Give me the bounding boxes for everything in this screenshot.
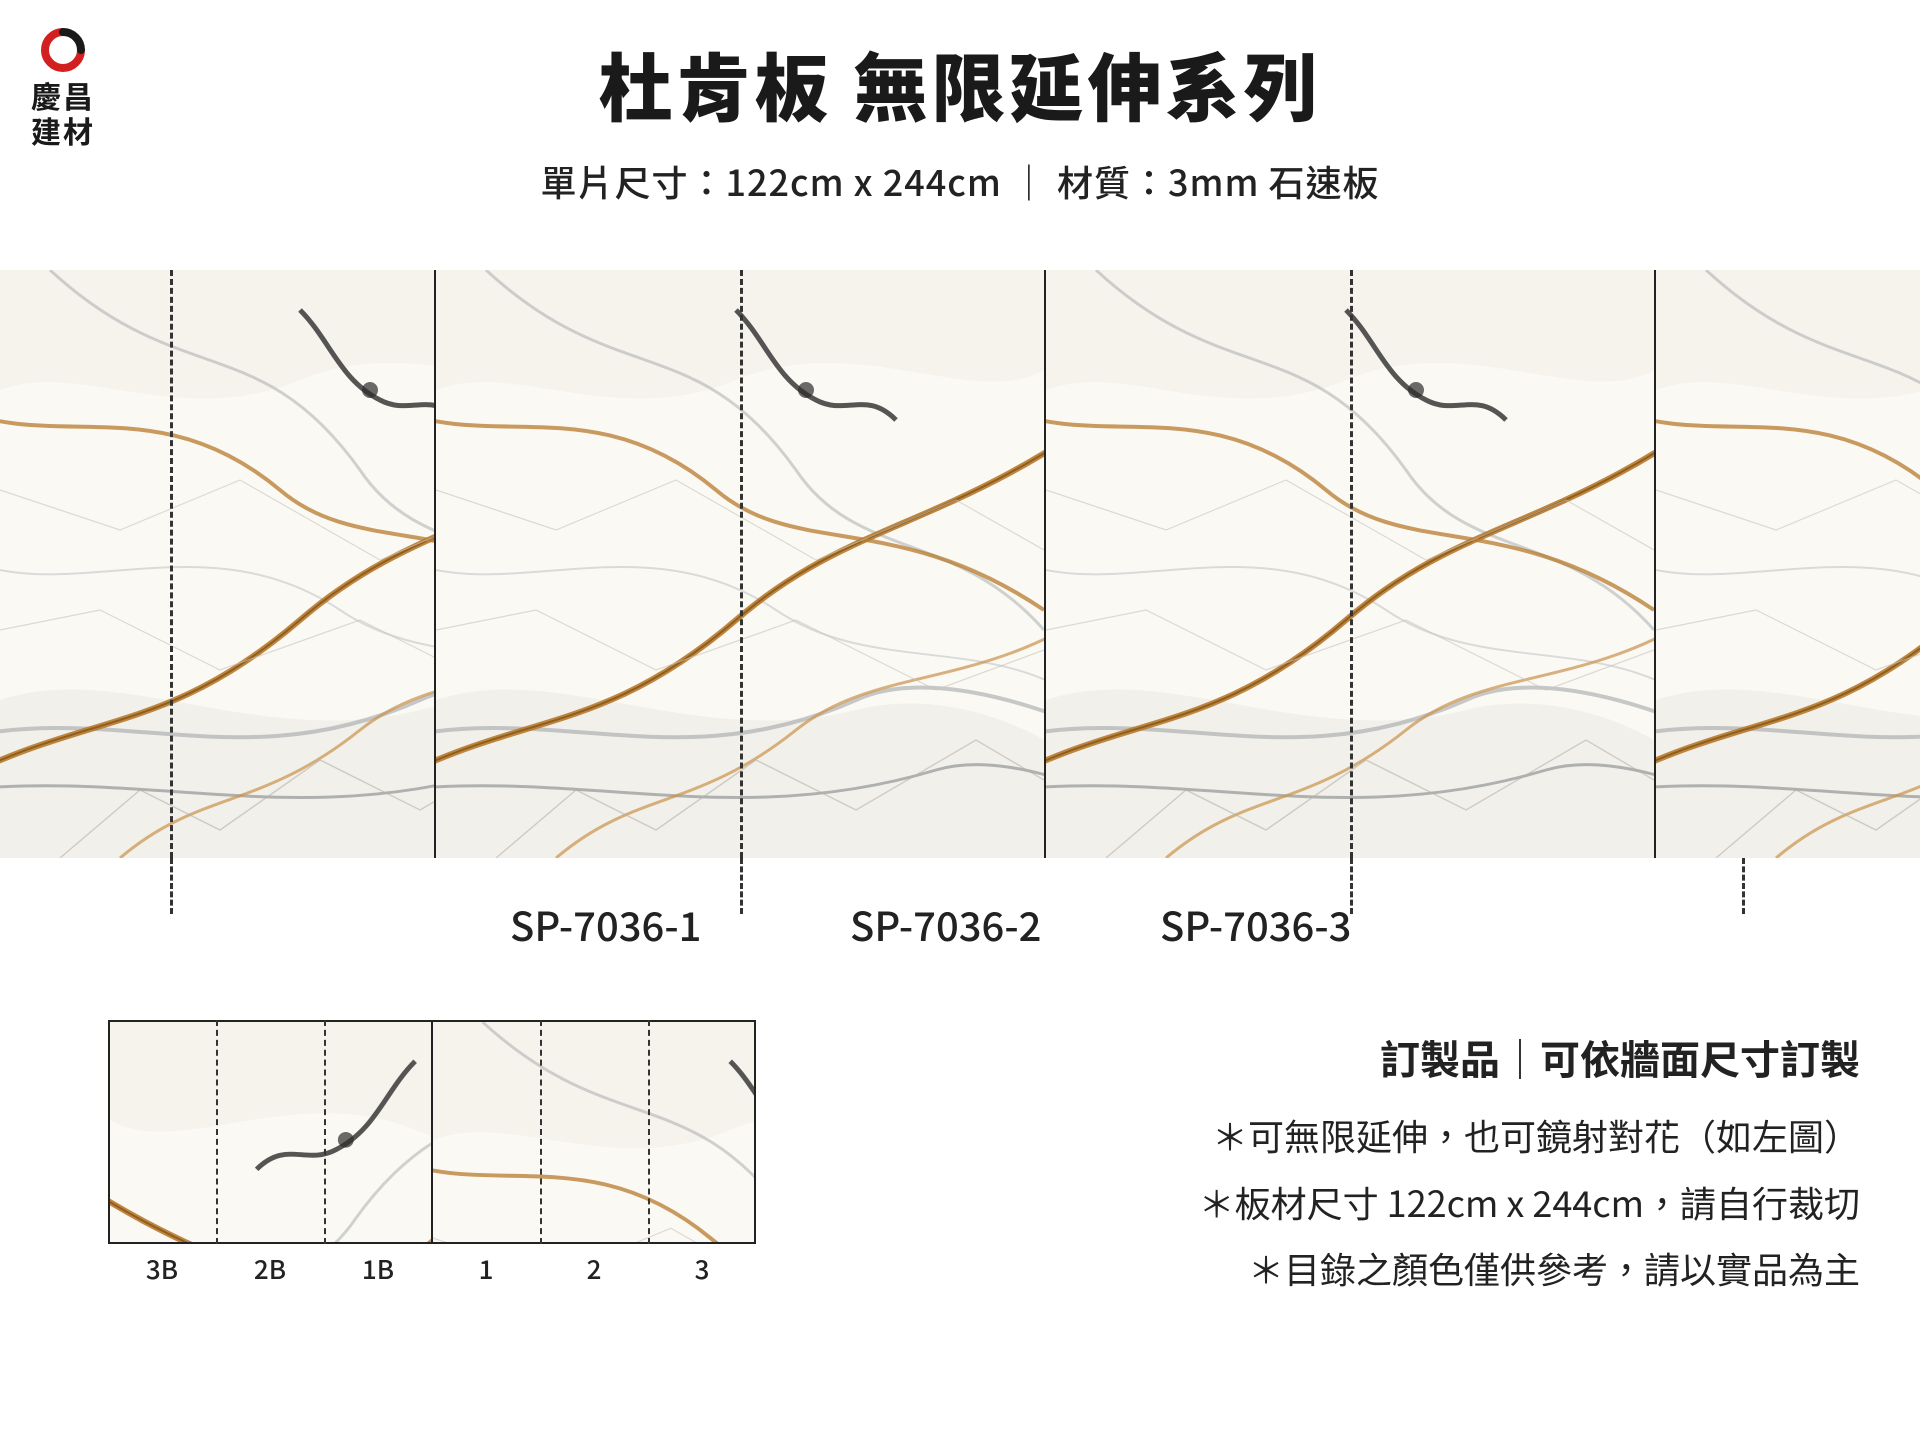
panel-tick: [170, 858, 173, 914]
main-panel-row: [0, 270, 1920, 858]
panel-tick: [740, 858, 743, 914]
notes-line-2: ＊板材尺寸 122cm x 244cm，請自行裁切: [1199, 1169, 1860, 1236]
product-code: SP-7036-2: [850, 895, 1041, 953]
notes-line-3: ＊目錄之顏色僅供參考，請以實品為主: [1199, 1235, 1860, 1302]
notes-block: 訂製品｜可依牆面尺寸訂製 ＊可無限延伸，也可鏡射對花（如左圖） ＊板材尺寸 12…: [1199, 1020, 1860, 1302]
product-code: SP-7036-3: [1160, 895, 1351, 953]
thumbnail-label: 1: [479, 1250, 494, 1287]
thumbnail-label: 3B: [146, 1250, 178, 1287]
marble-panel: [1046, 270, 1654, 858]
thumbnail-label: 1B: [362, 1250, 394, 1287]
marble-panel: [0, 270, 434, 858]
thumbnail-label: 2B: [254, 1250, 286, 1287]
panel-center-dash: [1350, 270, 1353, 858]
thumbnail-tick: [216, 1020, 218, 1244]
thumbnail-row: [108, 1020, 756, 1244]
marble-panel: [436, 270, 1044, 858]
notes-line-1: ＊可無限延伸，也可鏡射對花（如左圖）: [1199, 1102, 1860, 1169]
thumbnail-right-half: [433, 1022, 754, 1242]
thumbnail-label: 3: [695, 1250, 710, 1287]
page-header: 杜肯板 無限延伸系列 單片尺寸：122cm x 244cm ｜ 材質：3mm 石…: [0, 30, 1920, 207]
panel-center-dash: [170, 270, 173, 858]
thumbnail-left-half: [110, 1022, 431, 1242]
thumbnail-label: 2: [587, 1250, 602, 1287]
catalog-page: 慶昌 建材 杜肯板 無限延伸系列 單片尺寸：122cm x 244cm ｜ 材質…: [0, 0, 1920, 1440]
thumbnail-tick: [324, 1020, 326, 1244]
product-code: SP-7036-1: [510, 895, 701, 953]
page-subtitle: 單片尺寸：122cm x 244cm ｜ 材質：3mm 石速板: [0, 155, 1920, 207]
panel-tick: [1742, 858, 1745, 914]
page-title: 杜肯板 無限延伸系列: [0, 30, 1920, 137]
thumbnail-mirrored: 3B2B1B123: [108, 1020, 756, 1280]
panel-center-dash: [740, 270, 743, 858]
thumbnail-tick: [648, 1020, 650, 1244]
thumbnail-tick-row: 3B 2B 1B 1 2 3: [108, 1244, 756, 1290]
marble-panel: [1656, 270, 1920, 858]
notes-heading: 訂製品｜可依牆面尺寸訂製: [1199, 1020, 1860, 1094]
thumbnail-tick: [540, 1020, 542, 1244]
